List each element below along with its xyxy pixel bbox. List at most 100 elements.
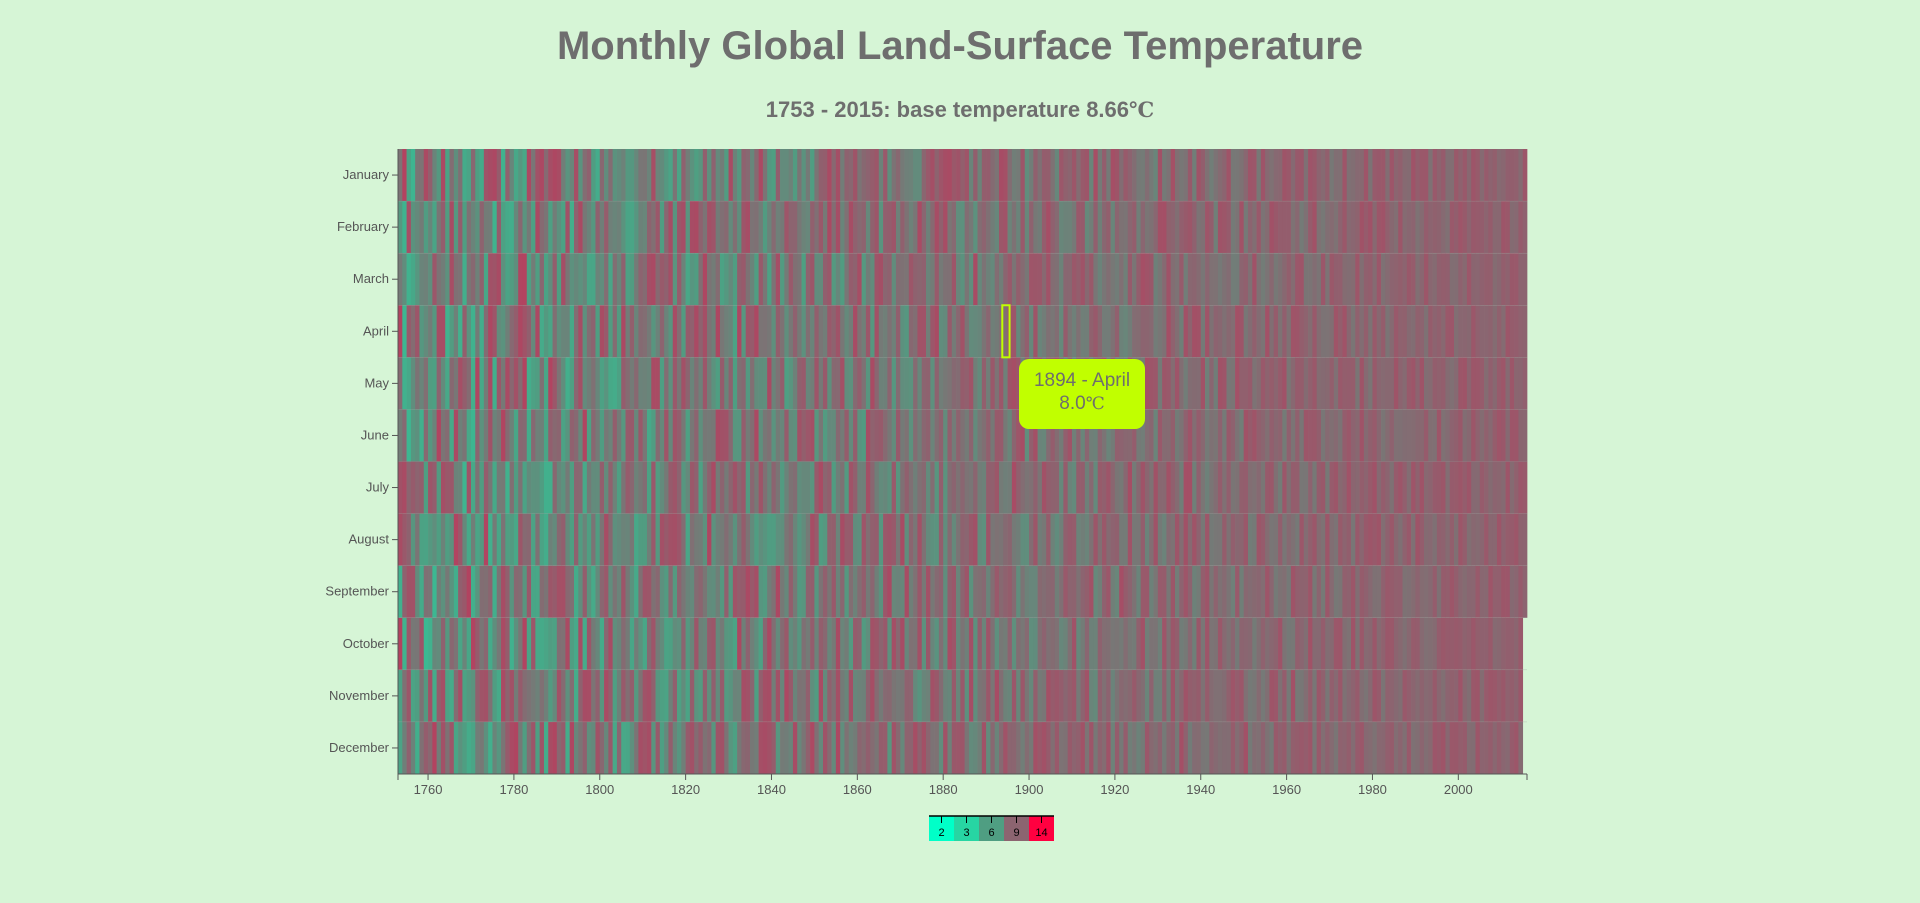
heatmap-cell[interactable]: [874, 149, 880, 202]
heatmap-cell[interactable]: [1458, 461, 1463, 514]
heatmap-cell[interactable]: [1475, 721, 1481, 774]
heatmap-cell[interactable]: [767, 149, 772, 202]
heatmap-cell[interactable]: [1260, 357, 1266, 410]
heatmap-cell[interactable]: [543, 513, 549, 566]
heatmap-cell[interactable]: [1303, 669, 1309, 722]
heatmap-cell[interactable]: [1110, 461, 1116, 514]
heatmap-cell[interactable]: [599, 409, 605, 462]
heatmap-cell[interactable]: [1119, 669, 1124, 722]
heatmap-cell[interactable]: [921, 565, 927, 618]
heatmap-cell[interactable]: [1003, 253, 1008, 306]
heatmap-cell[interactable]: [1273, 669, 1279, 722]
heatmap-cell[interactable]: [1466, 565, 1472, 618]
heatmap-cell[interactable]: [1514, 201, 1519, 254]
heatmap-cell[interactable]: [677, 357, 682, 410]
heatmap-cell[interactable]: [1230, 721, 1236, 774]
heatmap-cell[interactable]: [1054, 305, 1060, 358]
heatmap-cell[interactable]: [780, 669, 785, 722]
heatmap-cell[interactable]: [917, 253, 923, 306]
heatmap-cell[interactable]: [998, 721, 1004, 774]
heatmap-cell[interactable]: [1389, 357, 1395, 410]
heatmap-cell[interactable]: [612, 409, 618, 462]
heatmap-cell[interactable]: [1265, 305, 1270, 358]
heatmap-cell[interactable]: [1359, 357, 1365, 410]
heatmap-cell[interactable]: [578, 253, 583, 306]
heatmap-cell[interactable]: [986, 513, 991, 566]
heatmap-cell[interactable]: [1522, 357, 1528, 410]
heatmap-cell[interactable]: [1471, 409, 1476, 462]
heatmap-cell[interactable]: [1505, 253, 1511, 306]
heatmap-cell[interactable]: [1166, 201, 1172, 254]
heatmap-cell[interactable]: [750, 357, 755, 410]
heatmap-cell[interactable]: [1398, 617, 1403, 670]
heatmap-cell[interactable]: [664, 409, 669, 462]
heatmap-cell[interactable]: [1428, 721, 1433, 774]
heatmap-cell[interactable]: [1097, 253, 1103, 306]
heatmap-cell[interactable]: [1003, 357, 1008, 410]
heatmap-cell[interactable]: [621, 721, 626, 774]
heatmap-cell[interactable]: [930, 461, 935, 514]
heatmap-cell[interactable]: [604, 513, 609, 566]
heatmap-cell[interactable]: [1522, 513, 1528, 566]
heatmap-cell[interactable]: [827, 305, 832, 358]
heatmap-cell[interactable]: [724, 617, 729, 670]
heatmap-cell[interactable]: [621, 409, 626, 462]
heatmap-cell[interactable]: [788, 669, 794, 722]
heatmap-cell[interactable]: [492, 357, 498, 410]
heatmap-cell[interactable]: [1372, 253, 1378, 306]
heatmap-cell[interactable]: [1462, 461, 1468, 514]
heatmap-cell[interactable]: [1505, 461, 1511, 514]
heatmap-cell[interactable]: [835, 669, 841, 722]
heatmap-cell[interactable]: [1222, 149, 1227, 202]
heatmap-cell[interactable]: [1243, 669, 1249, 722]
heatmap-cell[interactable]: [685, 409, 691, 462]
heatmap-cell[interactable]: [1385, 721, 1390, 774]
heatmap-cell[interactable]: [1093, 149, 1099, 202]
heatmap-cell[interactable]: [1479, 149, 1485, 202]
heatmap-cell[interactable]: [930, 253, 935, 306]
heatmap-cell[interactable]: [531, 461, 536, 514]
heatmap-cell[interactable]: [758, 253, 764, 306]
heatmap-cell[interactable]: [1054, 513, 1060, 566]
heatmap-cell[interactable]: [694, 669, 699, 722]
heatmap-cell[interactable]: [1312, 305, 1317, 358]
heatmap-cell[interactable]: [470, 513, 476, 566]
heatmap-cell[interactable]: [1338, 409, 1343, 462]
heatmap-cell[interactable]: [1286, 149, 1292, 202]
heatmap-cell[interactable]: [810, 513, 815, 566]
heatmap-cell[interactable]: [887, 149, 893, 202]
heatmap-cell[interactable]: [586, 409, 592, 462]
heatmap-cell[interactable]: [947, 305, 953, 358]
heatmap-cell[interactable]: [646, 149, 652, 202]
heatmap-cell[interactable]: [964, 409, 970, 462]
heatmap-cell[interactable]: [883, 721, 888, 774]
heatmap-cell[interactable]: [543, 617, 549, 670]
heatmap-cell[interactable]: [685, 565, 691, 618]
heatmap-cell[interactable]: [857, 721, 862, 774]
heatmap-cell[interactable]: [398, 565, 403, 618]
heatmap-cell[interactable]: [1419, 461, 1425, 514]
heatmap-cell[interactable]: [659, 149, 665, 202]
heatmap-cell[interactable]: [1492, 357, 1498, 410]
heatmap-cell[interactable]: [724, 513, 729, 566]
heatmap-cell[interactable]: [479, 201, 485, 254]
heatmap-cell[interactable]: [1501, 149, 1506, 202]
heatmap-cell[interactable]: [1076, 617, 1081, 670]
heatmap-cell[interactable]: [938, 513, 944, 566]
heatmap-cell[interactable]: [698, 253, 704, 306]
heatmap-cell[interactable]: [1187, 721, 1193, 774]
heatmap-cell[interactable]: [1269, 149, 1275, 202]
heatmap-cell[interactable]: [458, 513, 463, 566]
heatmap-cell[interactable]: [737, 617, 742, 670]
heatmap-cell[interactable]: [895, 201, 901, 254]
heatmap-cell[interactable]: [878, 461, 884, 514]
heatmap-cell[interactable]: [1063, 201, 1069, 254]
heatmap-cell[interactable]: [556, 409, 562, 462]
heatmap-cell[interactable]: [1132, 305, 1137, 358]
heatmap-cell[interactable]: [1149, 201, 1154, 254]
heatmap-cell[interactable]: [1067, 669, 1073, 722]
heatmap-cell[interactable]: [1406, 201, 1412, 254]
heatmap-cell[interactable]: [1110, 409, 1116, 462]
heatmap-cell[interactable]: [672, 149, 678, 202]
heatmap-cell[interactable]: [518, 149, 523, 202]
